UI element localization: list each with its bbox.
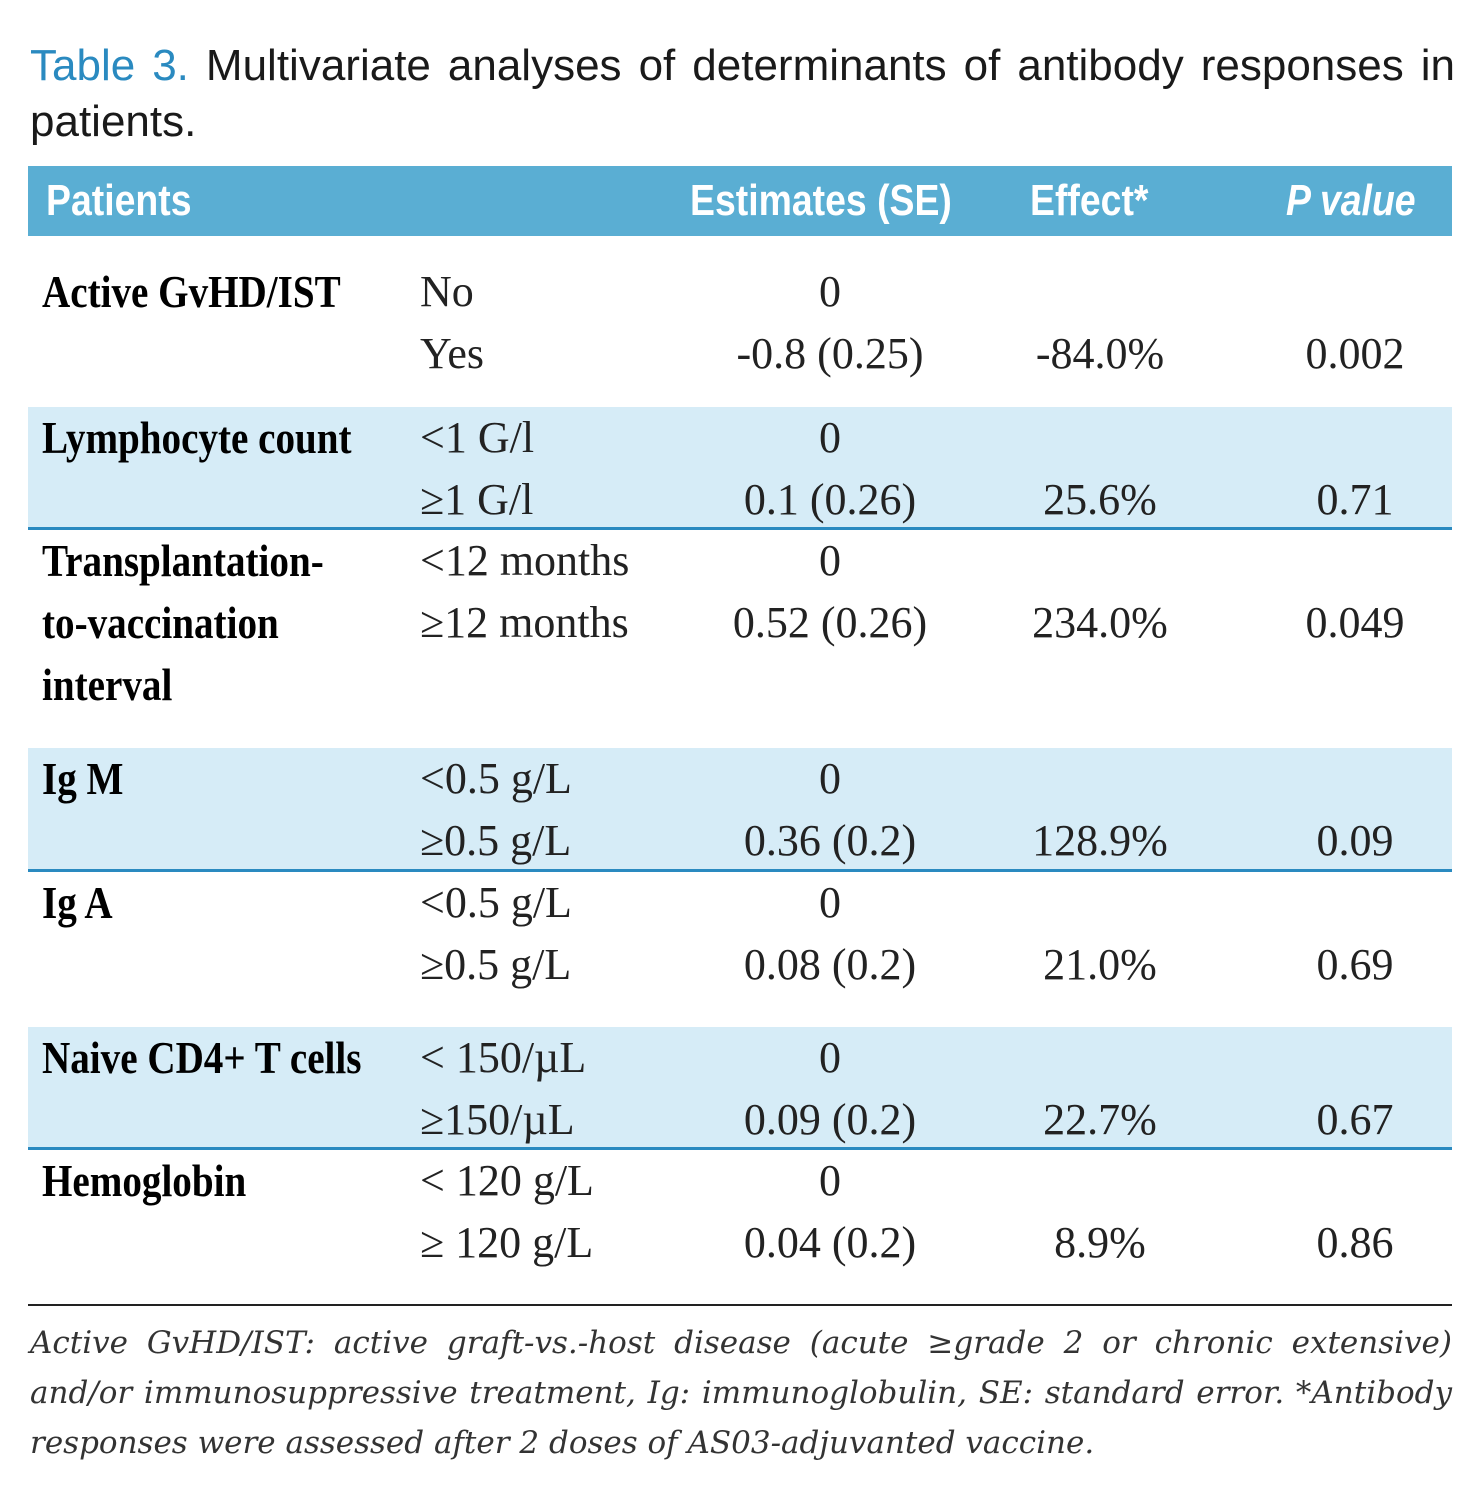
- table-row: Yes -0.8 (0.25) -84.0% 0.002: [28, 323, 1452, 385]
- group-label-line: Naive CD4+ T cells: [42, 1032, 362, 1083]
- table-row: <12 months 0: [28, 530, 1452, 592]
- table-group: Lymphocyte count <1 G/l 0 ≥1 G/l 0.1 (0.…: [28, 407, 1452, 530]
- table-row: < 120 g/L 0: [28, 1150, 1452, 1212]
- table-caption: Multivariate analyses of determinants of…: [30, 41, 1455, 146]
- table-row: ≥12 months 0.52 (0.26) 234.0% 0.049: [28, 592, 1452, 654]
- estimate: 0: [819, 1033, 841, 1082]
- effect: 128.9%: [1032, 816, 1168, 865]
- group-label: Ig M: [42, 748, 123, 810]
- table-row: No 0: [28, 261, 1452, 323]
- table-row: ≥0.5 g/L 0.08 (0.2) 21.0% 0.69: [28, 934, 1452, 996]
- estimate: 0: [819, 878, 841, 927]
- subgroup: < 150/µL: [420, 1033, 587, 1082]
- table-row: ≥ 120 g/L 0.04 (0.2) 8.9% 0.86: [28, 1212, 1452, 1274]
- p-value: 0.86: [1316, 1218, 1394, 1267]
- p-value: 0.69: [1316, 940, 1394, 989]
- table-row: ≥0.5 g/L 0.36 (0.2) 128.9% 0.09: [28, 810, 1452, 872]
- group-label-line: Hemoglobin: [42, 1155, 247, 1206]
- subgroup: <1 G/l: [420, 413, 535, 462]
- table-row: < 150/µL 0: [28, 1027, 1452, 1089]
- group-label-line: Active GvHD/IST: [42, 266, 341, 317]
- footnote: Active GvHD/IST: active graft-vs.-host d…: [30, 1325, 1452, 1461]
- estimate: 0.36 (0.2): [743, 816, 917, 865]
- table-row: <0.5 g/L 0: [28, 872, 1452, 934]
- group-label: Lymphocyte count: [42, 407, 352, 469]
- effect: -84.0%: [1035, 329, 1165, 378]
- table-row: ≥150/µL 0.09 (0.2) 22.7% 0.67: [28, 1089, 1452, 1151]
- subgroup: ≥ 120 g/L: [420, 1218, 594, 1267]
- group-label: Ig A: [42, 872, 113, 934]
- header-patients: Patients: [46, 176, 192, 225]
- header-effect: Effect*: [1030, 176, 1149, 225]
- subgroup: ≥12 months: [420, 598, 629, 647]
- subgroup: ≥0.5 g/L: [420, 940, 572, 989]
- p-value: 0.002: [1305, 329, 1405, 378]
- table-group: Ig A <0.5 g/L 0 ≥0.5 g/L 0.08 (0.2) 21.0…: [28, 872, 1452, 1027]
- effect: 22.7%: [1043, 1095, 1157, 1144]
- table-title: Table 3. Multivariate analyses of determ…: [30, 38, 1455, 150]
- group-label: Hemoglobin: [42, 1150, 246, 1212]
- subgroup: <0.5 g/L: [420, 878, 572, 927]
- estimate: 0: [819, 1156, 841, 1205]
- effect: 8.9%: [1054, 1218, 1146, 1267]
- table-group: Naive CD4+ T cells < 150/µL 0 ≥150/µL 0.…: [28, 1027, 1452, 1150]
- subgroup: ≥0.5 g/L: [420, 816, 572, 865]
- subgroup: < 120 g/L: [420, 1156, 594, 1205]
- estimate: -0.8 (0.25): [736, 329, 924, 378]
- group-label-line: Ig A: [42, 877, 113, 928]
- group-label: Active GvHD/IST: [42, 261, 341, 323]
- estimate: 0.04 (0.2): [743, 1218, 917, 1267]
- estimate: 0.08 (0.2): [743, 940, 917, 989]
- table-group: Transplantation-to-vaccination interval <…: [28, 530, 1452, 748]
- group-label-line: Lymphocyte count: [42, 412, 352, 463]
- p-value: 0.67: [1316, 1095, 1394, 1144]
- effect: 234.0%: [1032, 598, 1168, 647]
- table-group: Ig M <0.5 g/L 0 ≥0.5 g/L 0.36 (0.2) 128.…: [28, 748, 1452, 872]
- group-label-line: to-vaccination: [42, 597, 279, 648]
- group-label: Naive CD4+ T cells: [42, 1027, 362, 1089]
- table-row: <0.5 g/L 0: [28, 748, 1452, 810]
- header-estimates: Estimates (SE): [690, 176, 952, 225]
- subgroup: No: [420, 267, 474, 316]
- group-label: Transplantation-to-vaccination interval: [42, 530, 324, 716]
- effect: 25.6%: [1043, 475, 1157, 524]
- group-label-line: Transplantation-: [42, 535, 324, 586]
- group-label-line: Ig M: [42, 753, 124, 804]
- table-label: Table 3.: [30, 41, 189, 90]
- table-group: Active GvHD/IST No 0 Yes -0.8 (0.25) -84…: [28, 236, 1452, 407]
- table-header: Patients Estimates (SE) Effect* P value: [28, 166, 1452, 236]
- group-label-line: interval: [42, 659, 173, 710]
- subgroup: ≥1 G/l: [420, 475, 534, 524]
- table-row: ≥1 G/l 0.1 (0.26) 25.6% 0.71: [28, 469, 1452, 531]
- table-row: <1 G/l 0: [28, 407, 1452, 469]
- subgroup: Yes: [420, 329, 485, 378]
- estimate: 0.52 (0.26): [732, 598, 928, 647]
- p-value: 0.049: [1305, 598, 1405, 647]
- estimate: 0: [819, 536, 841, 585]
- p-value: 0.71: [1316, 475, 1394, 524]
- subgroup: <12 months: [420, 536, 630, 585]
- estimate: 0: [819, 267, 841, 316]
- estimate: 0: [819, 413, 841, 462]
- estimate: 0.09 (0.2): [743, 1095, 917, 1144]
- header-p-value: P value: [1286, 176, 1416, 225]
- subgroup: ≥150/µL: [420, 1095, 575, 1144]
- effect: 21.0%: [1043, 940, 1157, 989]
- estimate: 0.1 (0.26): [743, 475, 917, 524]
- subgroup: <0.5 g/L: [420, 754, 572, 803]
- results-table: Patients Estimates (SE) Effect* P value …: [28, 166, 1452, 1305]
- estimate: 0: [819, 754, 841, 803]
- p-value: 0.09: [1316, 816, 1394, 865]
- table-group: Hemoglobin < 120 g/L 0 ≥ 120 g/L 0.04 (0…: [28, 1150, 1452, 1305]
- table-bottom-rule: [28, 1304, 1452, 1306]
